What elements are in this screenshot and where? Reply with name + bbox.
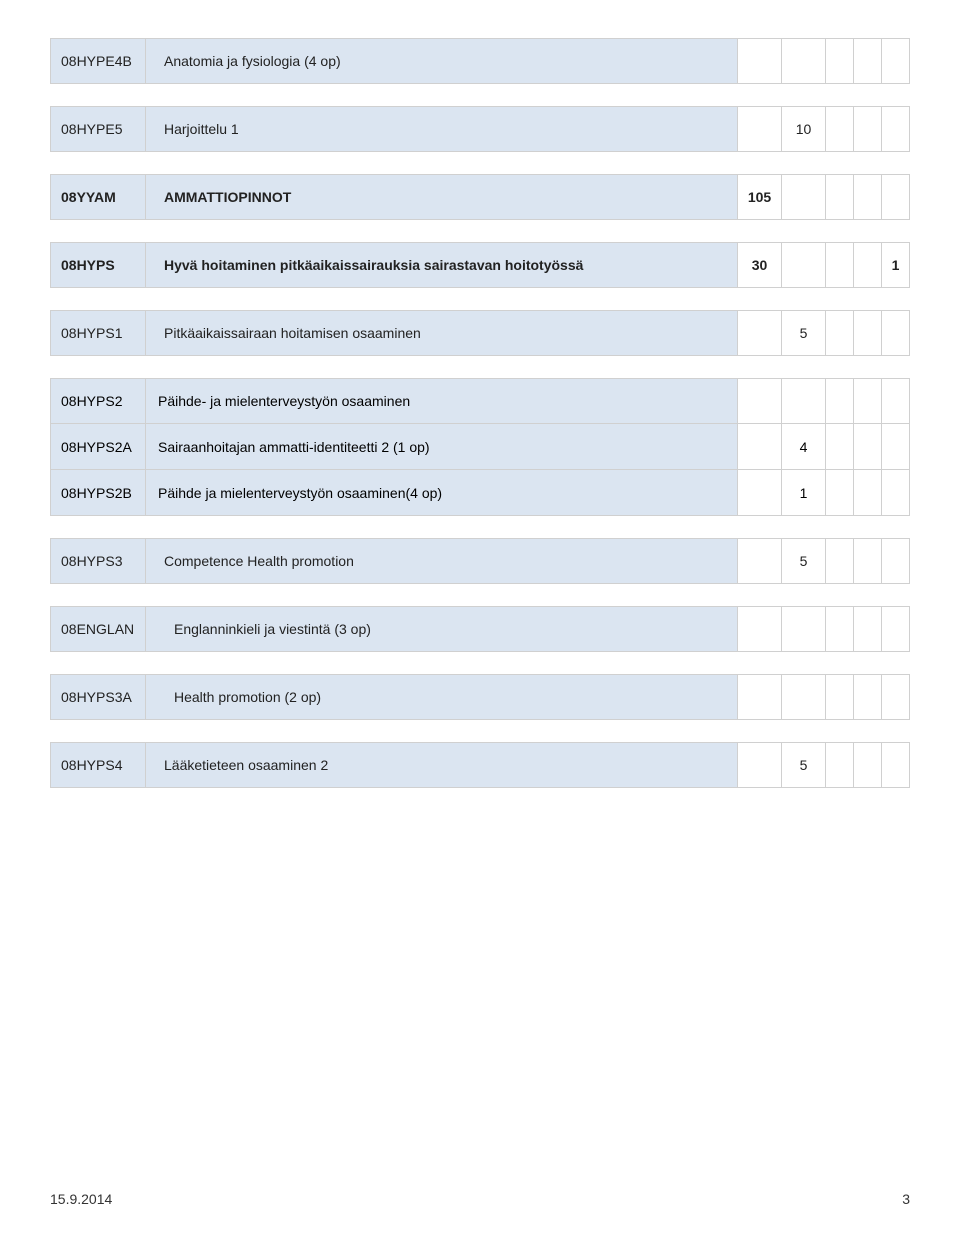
table-row: 08HYPS3A Health promotion (2 op) [50,674,910,720]
col3 [738,106,782,152]
code-cell: 08HYPS1 [50,310,146,356]
col6 [854,424,882,470]
code-cell: 08HYPE5 [50,106,146,152]
code-cell: 08HYPS4 [50,742,146,788]
footer-date: 15.9.2014 [50,1191,112,1207]
col7 [882,470,910,516]
name-cell: Hyvä hoitaminen pitkäaikaissairauksia sa… [146,242,738,288]
col5 [826,606,854,652]
col4 [782,674,826,720]
name-cell: Harjoittelu 1 [146,106,738,152]
col6 [854,310,882,356]
table-row: 08HYPE4B Anatomia ja fysiologia (4 op) [50,38,910,84]
col5 [826,378,854,424]
col5 [826,470,854,516]
col5 [826,106,854,152]
code-cell: 08HYPS [50,242,146,288]
col4: 5 [782,310,826,356]
code-cell: 08HYPE4B [50,38,146,84]
col4: 5 [782,742,826,788]
name-cell: Anatomia ja fysiologia (4 op) [146,38,738,84]
col3 [738,424,782,470]
name-cell: Päihde ja mielenterveystyön osaaminen(4 … [146,470,738,516]
footer-page: 3 [902,1191,910,1207]
col6 [854,106,882,152]
col3 [738,742,782,788]
col7 [882,674,910,720]
table-row: 08HYPE5 Harjoittelu 1 10 [50,106,910,152]
col3 [738,38,782,84]
table-row: 08HYPS4 Lääketieteen osaaminen 2 5 [50,742,910,788]
code-cell: 08HYPS3 [50,538,146,584]
name-cell: Englanninkieli ja viestintä (3 op) [146,606,738,652]
col4 [782,242,826,288]
col5 [826,174,854,220]
table-row: 08ENGLAN Englanninkieli ja viestintä (3 … [50,606,910,652]
col7 [882,310,910,356]
col6 [854,38,882,84]
code-cell: 08YYAM [50,174,146,220]
col6 [854,174,882,220]
col7 [882,174,910,220]
table-row: 08YYAM AMMATTIOPINNOT 105 [50,174,910,220]
col6 [854,242,882,288]
col7 [882,606,910,652]
col4: 4 [782,424,826,470]
col7 [882,538,910,584]
col4 [782,606,826,652]
name-cell: Health promotion (2 op) [146,674,738,720]
col7 [882,742,910,788]
col3 [738,470,782,516]
name-cell: Pitkäaikaissairaan hoitamisen osaaminen [146,310,738,356]
col6 [854,674,882,720]
col3: 105 [738,174,782,220]
name-cell: AMMATTIOPINNOT [146,174,738,220]
col3 [738,606,782,652]
col3 [738,378,782,424]
col4 [782,38,826,84]
col6 [854,606,882,652]
col7 [882,378,910,424]
col7 [882,106,910,152]
col3 [738,674,782,720]
code-cell: 08ENGLAN [50,606,146,652]
col7: 1 [882,242,910,288]
code-cell: 08HYPS2 [50,378,146,424]
col4: 10 [782,106,826,152]
page-footer: 15.9.2014 3 [50,1191,910,1207]
col6 [854,470,882,516]
col5 [826,38,854,84]
table-row-group: 08HYPS2 08HYPS2A 08HYPS2B Päihde- ja mie… [50,378,910,516]
col5 [826,424,854,470]
col5 [826,538,854,584]
col3 [738,538,782,584]
col4 [782,174,826,220]
name-cell: Lääketieteen osaaminen 2 [146,742,738,788]
col5 [826,310,854,356]
name-cell: Päihde- ja mielenterveystyön osaaminen [146,378,738,424]
code-cell: 08HYPS2A [50,424,146,470]
col7 [882,38,910,84]
col3 [738,310,782,356]
col6 [854,538,882,584]
code-cell: 08HYPS2B [50,470,146,516]
col5 [826,742,854,788]
col6 [854,742,882,788]
table-row: 08HYPS Hyvä hoitaminen pitkäaikaissairau… [50,242,910,288]
col3: 30 [738,242,782,288]
name-cell: Competence Health promotion [146,538,738,584]
col6 [854,378,882,424]
col4: 1 [782,470,826,516]
col5 [826,242,854,288]
col5 [826,674,854,720]
col4 [782,378,826,424]
col4: 5 [782,538,826,584]
table-row: 08HYPS3 Competence Health promotion 5 [50,538,910,584]
table-row: 08HYPS1 Pitkäaikaissairaan hoitamisen os… [50,310,910,356]
name-cell: Sairaanhoitajan ammatti-identiteetti 2 (… [146,424,738,470]
col7 [882,424,910,470]
code-cell: 08HYPS3A [50,674,146,720]
